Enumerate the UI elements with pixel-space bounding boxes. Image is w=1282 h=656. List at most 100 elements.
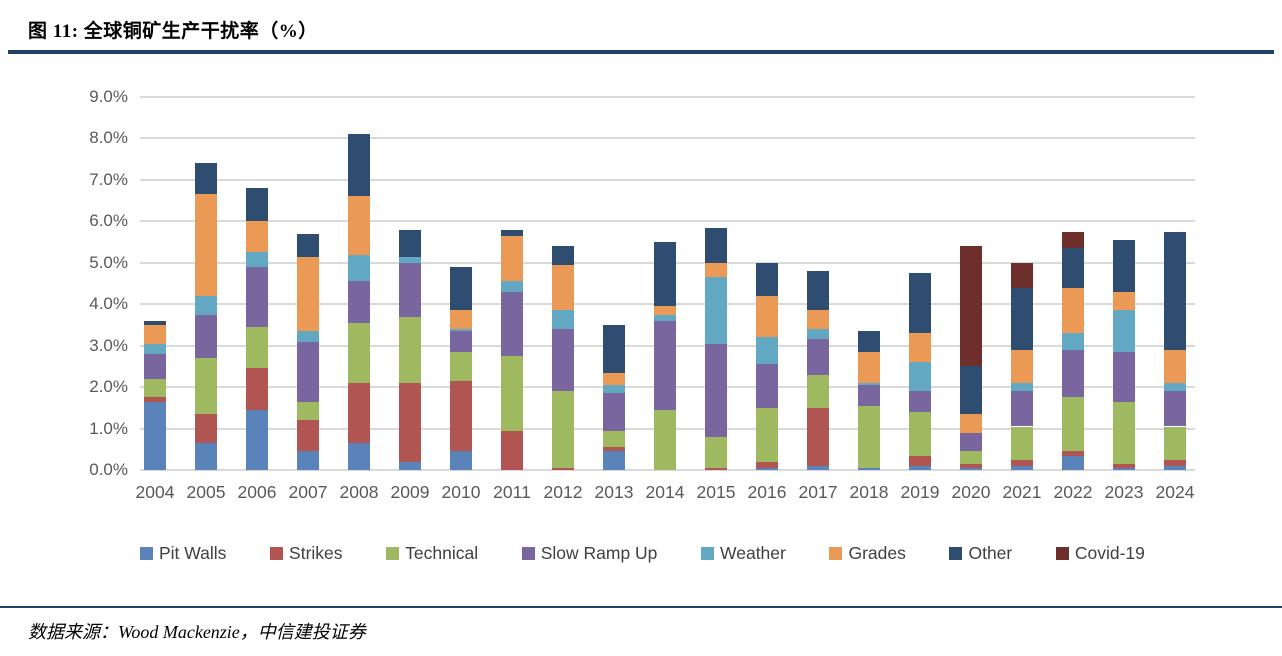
x-tick-label: 2015	[696, 482, 736, 502]
bar-segment-other	[552, 246, 574, 265]
bar-segment-pit-walls	[399, 461, 421, 470]
bar-segment-weather	[858, 382, 880, 386]
bar-segment-strikes	[603, 447, 625, 452]
bar-segment-strikes	[399, 382, 421, 462]
bar-segment-technical	[195, 358, 217, 415]
bar-segment-other	[348, 134, 370, 197]
bar-segment-other	[1062, 248, 1084, 288]
bar-segment-pit-walls	[756, 467, 778, 470]
gridline	[140, 178, 1195, 181]
bar-segment-weather	[297, 331, 319, 342]
bar-segment-other	[1164, 231, 1186, 350]
bar-segment-grades	[195, 194, 217, 296]
bar-segment-slow-ramp-up	[450, 331, 472, 352]
bar-segment-other	[450, 266, 472, 311]
bar-segment-strikes	[450, 380, 472, 452]
bar-segment-weather	[603, 385, 625, 394]
chart-legend: Pit Walls Strikes Technical Slow Ramp Up Wea…	[140, 543, 1145, 564]
bar-segment-other	[960, 366, 982, 415]
legend-swatch-icon	[1055, 547, 1069, 560]
legend-swatch-icon	[140, 547, 153, 560]
bar-segment-grades	[501, 235, 523, 282]
bar-segment-weather	[195, 295, 217, 315]
bar-segment-strikes	[552, 467, 574, 470]
x-tick-label: 2008	[339, 482, 379, 502]
bar-segment-slow-ramp-up	[1113, 351, 1135, 402]
bar-segment-slow-ramp-up	[909, 391, 931, 412]
bar-segment-other	[807, 271, 829, 311]
bar-segment-weather	[399, 256, 421, 263]
bar-segment-weather	[807, 329, 829, 340]
bar-segment-strikes	[297, 420, 319, 452]
y-tick-label: 2.0%	[89, 377, 128, 397]
y-tick-label: 4.0%	[89, 294, 128, 314]
bar-segment-technical	[552, 391, 574, 468]
bar-segment-pit-walls	[348, 443, 370, 470]
bar-segment-grades	[705, 262, 727, 278]
bar-segment-weather	[246, 252, 268, 267]
bar-segment-technical	[960, 451, 982, 464]
bar-segment-technical	[858, 405, 880, 468]
x-tick-label: 2022	[1053, 482, 1093, 502]
bar-segment-pit-walls	[909, 465, 931, 470]
bar-segment-slow-ramp-up	[297, 341, 319, 402]
bar-segment-pit-walls	[960, 467, 982, 470]
chart-plot-area	[140, 96, 1195, 471]
y-tick-label: 5.0%	[89, 252, 128, 272]
x-tick-label: 2004	[135, 482, 175, 502]
bar-segment-weather	[348, 254, 370, 282]
bar-segment-technical	[756, 407, 778, 462]
gridline	[140, 469, 1195, 471]
bar-segment-pit-walls	[195, 443, 217, 470]
bar-segment-other	[144, 320, 166, 325]
y-tick-label: 1.0%	[89, 418, 128, 438]
title-divider	[8, 50, 1274, 54]
x-tick-label: 2011	[493, 482, 531, 502]
x-tick-label: 2007	[288, 482, 328, 502]
legend-item-weather: Weather	[701, 543, 786, 564]
legend-label: Other	[968, 543, 1013, 563]
bar-segment-technical	[807, 374, 829, 408]
bar-segment-slow-ramp-up	[807, 339, 829, 375]
bar-segment-other	[297, 233, 319, 257]
y-tick-label: 6.0%	[89, 211, 128, 231]
legend-swatch-icon	[521, 547, 535, 560]
x-tick-label: 2013	[594, 482, 634, 502]
bar-segment-weather	[1164, 382, 1186, 392]
bar-segment-grades	[603, 372, 625, 386]
bar-segment-weather	[1011, 382, 1033, 392]
bar-segment-grades	[348, 196, 370, 255]
legend-item-covid-19: Covid-19	[1055, 543, 1145, 564]
bar-segment-strikes	[705, 467, 727, 470]
bar-segment-pit-walls	[1164, 465, 1186, 470]
bar-segment-grades	[807, 310, 829, 330]
bar-segment-strikes	[348, 382, 370, 444]
bar-segment-technical	[450, 351, 472, 381]
x-tick-label: 2014	[645, 482, 685, 502]
bar-segment-other	[399, 229, 421, 257]
bar-segment-other	[909, 273, 931, 334]
bar-segment-strikes	[1164, 459, 1186, 466]
bar-segment-slow-ramp-up	[348, 281, 370, 323]
bar-segment-strikes	[246, 368, 268, 410]
x-tick-label: 2017	[798, 482, 838, 502]
legend-swatch-icon	[386, 547, 400, 560]
bar-segment-strikes	[1011, 459, 1033, 466]
bar-segment-weather	[501, 281, 523, 292]
bar-segment-grades	[756, 295, 778, 338]
x-tick-label: 2009	[390, 482, 430, 502]
legend-item-technical: Technical	[386, 543, 478, 564]
bar-segment-technical	[603, 430, 625, 448]
x-tick-label: 2021	[1002, 482, 1042, 502]
legend-label: Technical	[405, 543, 479, 563]
data-source-note: 数据来源：Wood Mackenzie，中信建投证券	[28, 622, 366, 642]
x-tick-label: 2019	[900, 482, 940, 502]
bar-segment-grades	[960, 414, 982, 433]
bar-segment-slow-ramp-up	[1062, 349, 1084, 398]
x-tick-label: 2023	[1104, 482, 1144, 502]
footer-divider	[0, 606, 1282, 608]
bar-segment-slow-ramp-up	[756, 364, 778, 408]
legend-label: Weather	[720, 543, 786, 563]
bar-segment-weather	[1113, 310, 1135, 352]
